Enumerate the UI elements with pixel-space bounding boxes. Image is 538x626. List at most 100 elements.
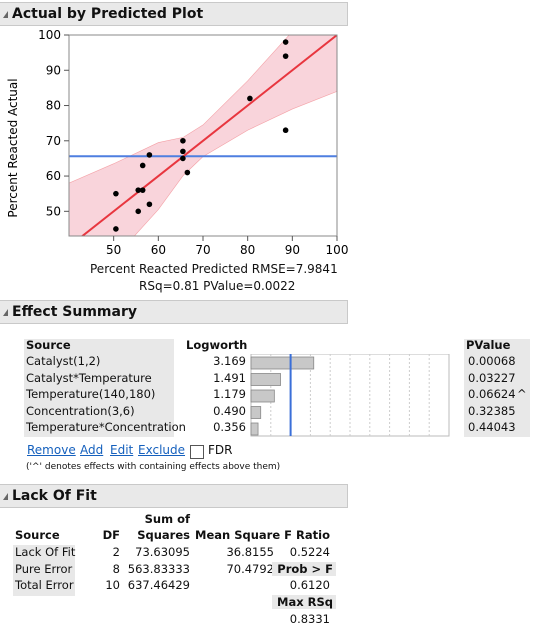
actual-by-predicted-header[interactable]: Actual by Predicted Plot xyxy=(0,2,348,26)
effect-source[interactable]: Concentration(3,6) xyxy=(26,403,135,418)
source-column-bg xyxy=(13,545,75,596)
lof-row-df: 10 xyxy=(105,578,120,592)
section-title: Actual by Predicted Plot xyxy=(12,6,204,22)
effect-pvalue: 0.03227 xyxy=(468,370,516,385)
logworth-bar-chart xyxy=(250,354,450,437)
effect-source[interactable]: Catalyst*Temperature xyxy=(26,370,152,385)
lof-row-f: 0.6120 xyxy=(289,578,330,592)
source-column-bg xyxy=(24,339,174,437)
fdr-checkbox[interactable] xyxy=(190,445,204,459)
effect-pvalue: 0.32385 xyxy=(468,403,516,418)
disclosure-triangle-icon[interactable] xyxy=(3,492,8,500)
data-point xyxy=(180,155,186,162)
effect-pvalue: 0.06624 xyxy=(468,387,516,401)
data-point xyxy=(282,127,289,134)
data-point xyxy=(282,53,289,59)
data-point xyxy=(282,39,289,45)
effect-source[interactable]: Catalyst(1,2) xyxy=(26,354,101,368)
data-point xyxy=(113,226,119,232)
pvalue-column-bg xyxy=(464,339,530,437)
x-tick-label: 90 xyxy=(285,243,300,257)
data-point xyxy=(135,208,142,215)
y-axis-label: Percent Reacted Actual xyxy=(6,78,20,217)
effect-source[interactable]: Temperature(140,180) xyxy=(26,387,156,401)
max-rsq-value: 0.8331 xyxy=(289,612,330,626)
x-tick-label: 60 xyxy=(151,243,166,257)
logworth-header: Logworth xyxy=(186,338,248,352)
x-tick-label: 70 xyxy=(195,243,210,257)
data-point xyxy=(247,95,253,102)
data-point xyxy=(146,201,153,208)
containing-effect-flag: ^ xyxy=(517,387,527,401)
prob-f-label: Prob > F xyxy=(272,561,336,576)
pvalue-header: PValue xyxy=(466,338,511,352)
data-point xyxy=(139,162,146,169)
effect-pvalue: 0.44043 xyxy=(468,420,516,434)
effect-logworth: 1.491 xyxy=(213,370,246,385)
lof-row-source: Pure Error xyxy=(15,561,73,576)
rsq-label: RSq=0.81 PValue=0.0022 xyxy=(139,279,296,293)
x-tick-label: 80 xyxy=(240,243,255,257)
effect-logworth: 0.490 xyxy=(213,403,246,418)
lof-row-ss: 637.46429 xyxy=(127,578,190,592)
disclosure-triangle-icon[interactable] xyxy=(3,308,8,316)
logworth-bar xyxy=(250,389,275,403)
section-title: Lack Of Fit xyxy=(12,488,97,504)
effect-summary-header[interactable]: Effect Summary xyxy=(0,300,348,324)
lof-row-ms: 36.8155 xyxy=(226,545,274,559)
logworth-bar xyxy=(250,422,259,436)
x-tick-label: 50 xyxy=(106,243,121,257)
effect-logworth: 1.179 xyxy=(213,387,246,401)
lof-row-ss: 73.63095 xyxy=(135,545,190,559)
df-header: DF xyxy=(102,528,120,542)
confidence-band xyxy=(69,35,337,236)
data-point xyxy=(135,187,142,193)
logworth-bar xyxy=(250,356,315,370)
lof-row-source: Total Error xyxy=(15,578,74,592)
y-tick-label: 50 xyxy=(46,204,61,218)
plot-area xyxy=(69,35,337,236)
lack-of-fit-header[interactable]: Lack Of Fit xyxy=(0,484,348,508)
fdr-label: FDR xyxy=(208,443,233,457)
edit-button[interactable]: Edit xyxy=(110,443,134,457)
y-tick-label: 60 xyxy=(46,169,61,183)
data-point xyxy=(146,152,153,158)
source-header: Source xyxy=(15,528,60,542)
mean-square-header: Mean Square xyxy=(195,528,281,542)
lof-row-ms: 70.4792 xyxy=(226,561,274,576)
add-button[interactable]: Add xyxy=(80,443,104,457)
fit-line xyxy=(80,35,337,236)
actual-by-predicted-chart: Percent Reacted Actual 50 60 70 80 90 100 50 60… xyxy=(6,28,349,257)
lof-row-source: Lack Of Fit xyxy=(15,545,76,559)
lof-row-df: 8 xyxy=(112,561,120,576)
y-tick-label: 80 xyxy=(46,99,61,113)
x-axis-label: Percent Reacted Predicted RMSE=7.9841 xyxy=(90,262,338,276)
logworth-bar xyxy=(250,373,281,386)
effect-footnote: ('^' denotes effects with containing eff… xyxy=(26,462,281,472)
effect-logworth: 0.356 xyxy=(213,420,246,434)
logworth-bar xyxy=(250,406,262,419)
ss-header: Squares xyxy=(137,528,190,542)
x-tick-label: 100 xyxy=(326,243,349,257)
source-header: Source xyxy=(26,338,71,352)
data-point xyxy=(180,137,186,144)
remove-button[interactable]: Remove xyxy=(27,443,76,457)
data-point xyxy=(184,169,191,176)
y-tick-label: 100 xyxy=(38,28,61,42)
lof-row-ss: 563.83333 xyxy=(127,561,190,576)
disclosure-triangle-icon[interactable] xyxy=(3,10,8,18)
data-point xyxy=(113,190,119,197)
ss-header-top: Sum of xyxy=(144,512,190,526)
y-tick-label: 90 xyxy=(46,63,61,77)
max-rsq-label: Max RSq xyxy=(272,595,336,609)
section-title: Effect Summary xyxy=(12,304,137,320)
lof-row-df: 2 xyxy=(112,545,120,559)
lof-row-f: 0.5224 xyxy=(289,545,330,559)
data-point xyxy=(180,148,186,155)
data-point xyxy=(139,187,146,193)
f-ratio-header: F Ratio xyxy=(284,528,330,542)
exclude-button[interactable]: Exclude xyxy=(138,443,186,457)
effect-source[interactable]: Temperature*Concentration xyxy=(26,420,186,434)
y-tick-label: 70 xyxy=(46,134,61,148)
effect-pvalue: 0.00068 xyxy=(468,354,516,368)
